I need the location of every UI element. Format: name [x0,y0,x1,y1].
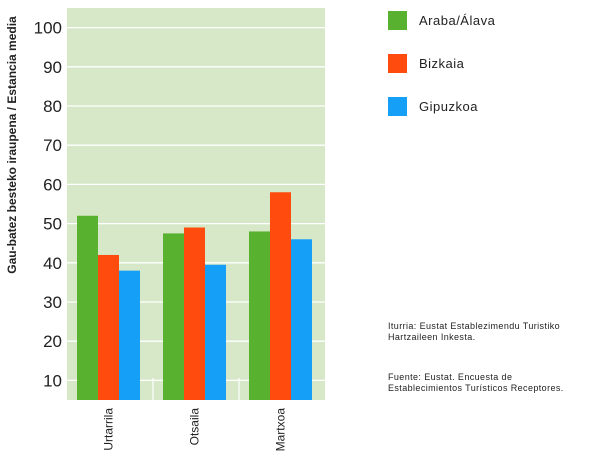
legend-item: Bizkaia [388,53,495,73]
legend-swatch [388,96,407,116]
source-note-basque: Iturria: Eustat Establezimendu Turistiko… [388,321,560,343]
source-note-spanish: Fuente: Eustat. Encuesta de Establecimie… [388,372,564,394]
y-tick-label: 40 [43,254,62,273]
y-tick-label: 10 [43,371,62,390]
y-tick-label: 60 [43,175,62,194]
y-axis-label: Gau-batez besteko iraupena / Estancia me… [5,16,19,274]
source-note-line: Fuente: Eustat. Encuesta de [388,372,513,382]
bar-3-3 [291,239,312,400]
bar-2-3 [270,192,291,400]
y-tick-label: 100 [34,19,62,38]
x-tick-label: Otsaila [188,408,202,446]
legend-label: Gipuzkoa [419,98,478,114]
bar-2-1 [98,254,119,400]
x-tick-label: Martxoa [274,408,288,452]
y-tick-label: 80 [43,97,62,116]
y-tick-label: 50 [43,215,62,234]
y-tick-label: 20 [43,332,62,351]
legend-item: Araba/Álava [388,10,495,30]
bar-2-2 [184,227,205,400]
source-note-line: Establecimientos Turísticos Receptores. [388,383,564,393]
source-note-line: Iturria: Eustat Establezimendu Turistiko [388,321,561,331]
bar-3-1 [119,270,140,400]
legend-label: Araba/Álava [419,12,496,28]
legend-item: Gipuzkoa [388,96,495,116]
y-tick-label: 70 [43,136,62,155]
y-tick-label: 90 [43,58,62,77]
legend: Araba/Álava Bizkaia Gipuzkoa [388,10,495,139]
source-note-line: Hartzaileen Inkesta. [388,332,476,342]
bar-1-3 [249,231,270,400]
legend-label: Bizkaia [419,55,465,71]
legend-swatch [388,53,407,73]
legend-swatch [388,10,407,30]
bar-1-2 [163,233,184,400]
bar-1-1 [77,215,98,400]
bar-3-2 [205,264,226,400]
x-tick-label: Urtarrila [102,408,116,451]
y-tick-label: 30 [43,293,62,312]
